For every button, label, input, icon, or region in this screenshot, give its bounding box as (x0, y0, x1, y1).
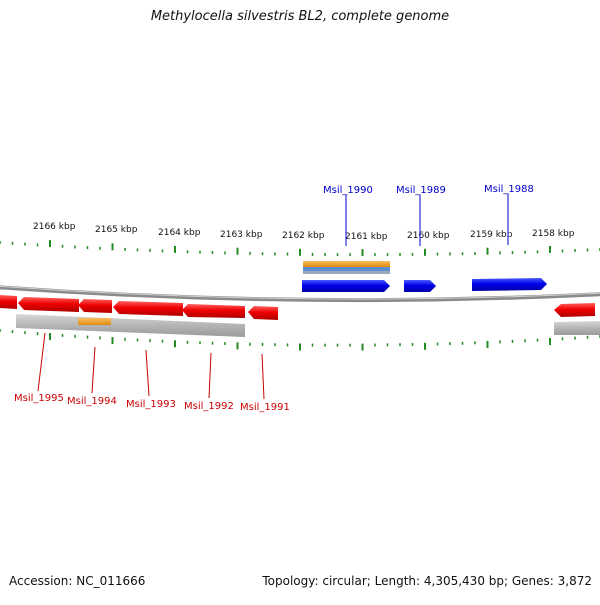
gene-label-msil-1992[interactable]: Msil_1992 (184, 401, 234, 412)
genome-backbone (0, 285, 600, 303)
scale-ticks-top (0, 240, 600, 257)
feature-band-orange-top (303, 261, 390, 267)
feature-band-gray-top (303, 271, 390, 274)
gene-arrow-msil-1988[interactable] (472, 278, 547, 291)
gene-arrow-msil-1995[interactable] (18, 297, 79, 312)
gene-label-msil-1990[interactable]: Msil_1990 (323, 185, 373, 196)
gene-label-msil-1991[interactable]: Msil_1991 (240, 402, 290, 413)
gene-label-msil-1988[interactable]: Msil_1988 (484, 184, 534, 195)
scale-label: 2159 kbp (470, 230, 513, 240)
leader-line-msil-1993 (145, 349, 150, 397)
scale-ticks-bottom (0, 329, 600, 351)
leader-line-msil-1995 (37, 332, 46, 392)
gene-arrow-msil-1990[interactable] (302, 280, 390, 292)
feature-band-blue-top (303, 267, 390, 271)
scale-labels: 2166 kbp 2165 kbp 2164 kbp 2163 kbp 2162… (33, 222, 575, 242)
leader-line-msil-1992 (208, 352, 212, 399)
feature-band-gray-right (554, 321, 600, 335)
forward-gene-labels: Msil_1990 Msil_1989 Msil_1988 (323, 184, 534, 246)
scale-label: 2164 kbp (158, 228, 201, 238)
gene-arrow-msil-1989[interactable] (404, 280, 436, 292)
gene-label-msil-1993[interactable]: Msil_1993 (126, 399, 176, 410)
feature-band-orange-bottom (78, 318, 111, 325)
genome-backbone-highlight (0, 285, 600, 300)
map-title: Methylocella silvestris BL2, complete ge… (150, 9, 450, 24)
scale-label: 2161 kbp (345, 232, 388, 242)
genome-summary-text: Topology: circular; Length: 4,305,430 bp… (262, 574, 592, 588)
gene-arrow-left-edge[interactable] (0, 295, 17, 309)
gene-arrow-msil-1994[interactable] (78, 299, 112, 313)
scale-label: 2165 kbp (95, 225, 138, 235)
gene-label-msil-1989[interactable]: Msil_1989 (396, 185, 446, 196)
gene-arrow-msil-1993[interactable] (113, 301, 183, 316)
gene-arrow-msil-1992[interactable] (182, 304, 245, 318)
accession-text: Accession: NC_011666 (9, 574, 146, 588)
gene-label-msil-1994[interactable]: Msil_1994 (67, 396, 117, 407)
scale-label: 2162 kbp (282, 231, 325, 241)
scale-label: 2158 kbp (532, 229, 575, 239)
gene-arrow-msil-1991[interactable] (248, 306, 278, 320)
scale-label: 2163 kbp (220, 230, 263, 240)
scale-label: 2166 kbp (33, 222, 76, 232)
gene-label-msil-1995[interactable]: Msil_1995 (14, 393, 64, 404)
leader-line-msil-1994 (91, 346, 96, 394)
gene-arrow-right-edge[interactable] (554, 303, 595, 317)
leader-line-msil-1991 (261, 353, 265, 400)
reverse-gene-labels: Msil_1995 Msil_1994 Msil_1993 Msil_1992 … (14, 332, 290, 413)
scale-label: 2160 kbp (407, 231, 450, 241)
feature-band-gray-left (16, 314, 245, 337)
